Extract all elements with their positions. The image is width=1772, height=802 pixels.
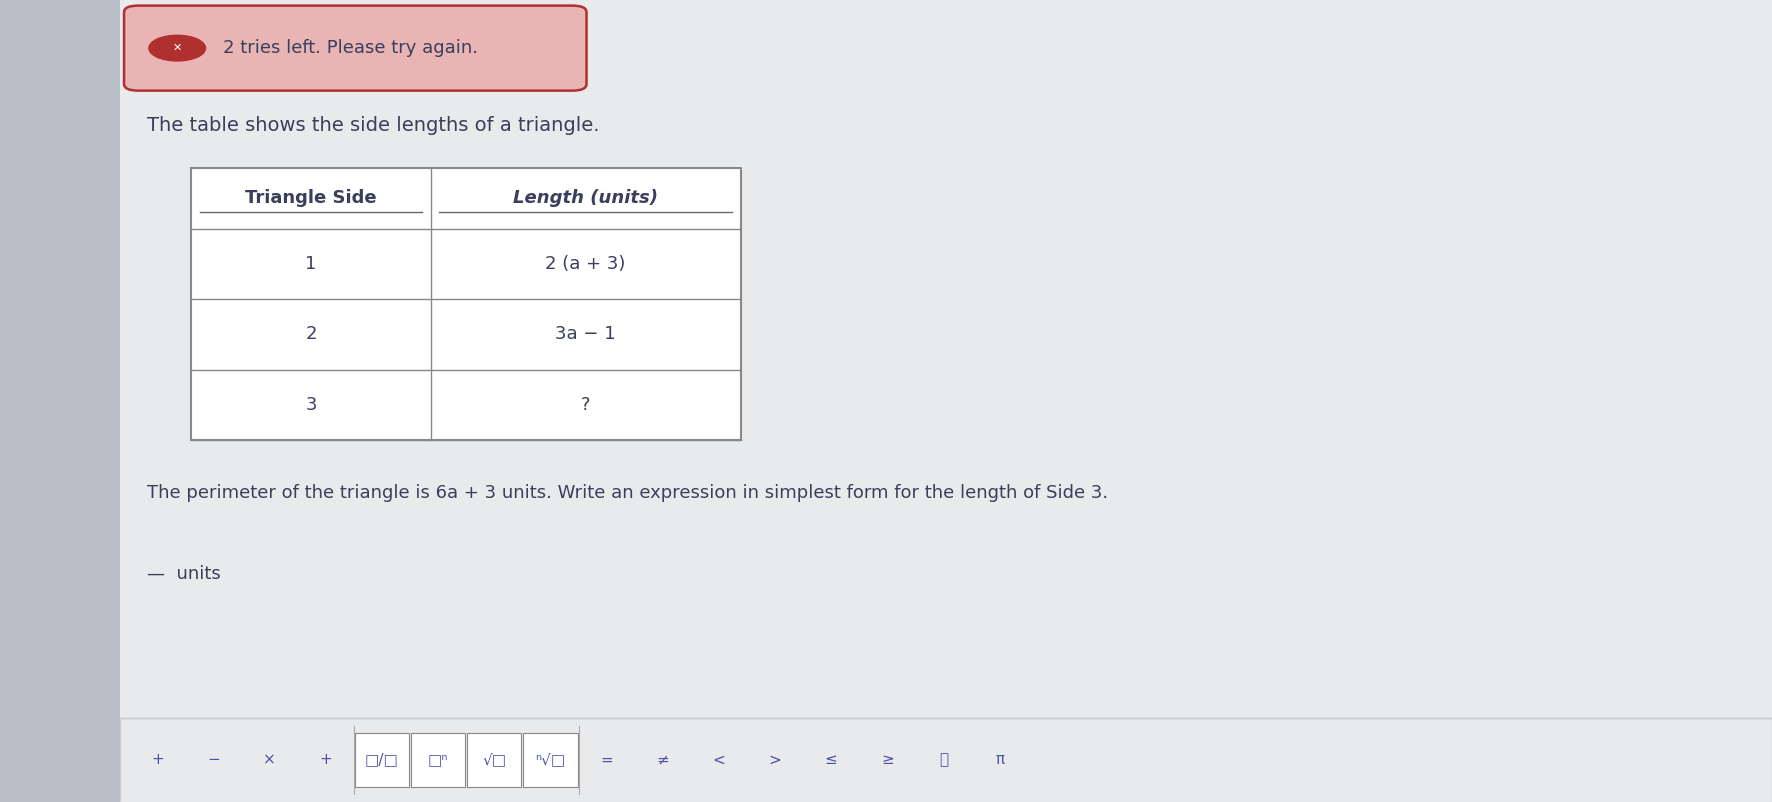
FancyBboxPatch shape <box>411 733 466 788</box>
Text: >: > <box>769 752 781 768</box>
FancyBboxPatch shape <box>191 299 431 370</box>
Text: 2: 2 <box>305 326 317 343</box>
FancyBboxPatch shape <box>191 370 431 440</box>
Text: □ⁿ: □ⁿ <box>427 752 448 768</box>
FancyBboxPatch shape <box>431 370 741 440</box>
Text: ⁿ√□: ⁿ√□ <box>535 752 565 768</box>
Text: 3: 3 <box>305 396 317 414</box>
Text: +: + <box>151 752 163 768</box>
Text: ≥: ≥ <box>881 752 893 768</box>
Text: <: < <box>712 752 725 768</box>
Text: Length (units): Length (units) <box>514 189 657 208</box>
FancyBboxPatch shape <box>191 168 741 229</box>
FancyBboxPatch shape <box>0 0 120 802</box>
Text: —  units: — units <box>147 565 222 582</box>
Text: −: − <box>207 752 220 768</box>
FancyBboxPatch shape <box>431 229 741 299</box>
Text: ≤: ≤ <box>824 752 838 768</box>
Text: The table shows the side lengths of a triangle.: The table shows the side lengths of a tr… <box>147 116 599 136</box>
Text: ✕: ✕ <box>172 43 183 53</box>
FancyBboxPatch shape <box>120 718 1772 802</box>
Circle shape <box>149 35 206 61</box>
FancyBboxPatch shape <box>124 6 587 91</box>
Text: 2 (a + 3): 2 (a + 3) <box>546 255 626 273</box>
Text: ?: ? <box>581 396 590 414</box>
Text: Triangle Side: Triangle Side <box>245 189 377 208</box>
FancyBboxPatch shape <box>120 0 1772 802</box>
Text: =: = <box>601 752 613 768</box>
Text: ≠: ≠ <box>656 752 670 768</box>
Text: 3a − 1: 3a − 1 <box>555 326 617 343</box>
Text: +: + <box>319 752 333 768</box>
FancyBboxPatch shape <box>468 733 521 788</box>
Text: ×: × <box>264 752 276 768</box>
Text: 1: 1 <box>305 255 317 273</box>
FancyBboxPatch shape <box>431 299 741 370</box>
Text: □/□: □/□ <box>365 752 399 768</box>
Text: The perimeter of the triangle is 6a + 3 units. Write an expression in simplest f: The perimeter of the triangle is 6a + 3 … <box>147 484 1108 502</box>
Text: π: π <box>996 752 1005 768</box>
Text: 2 tries left. Please try again.: 2 tries left. Please try again. <box>223 39 478 57</box>
Text: Ⓤ: Ⓤ <box>939 752 948 768</box>
FancyBboxPatch shape <box>354 733 409 788</box>
FancyBboxPatch shape <box>191 229 431 299</box>
Text: √□: √□ <box>482 752 507 768</box>
FancyBboxPatch shape <box>523 733 578 788</box>
